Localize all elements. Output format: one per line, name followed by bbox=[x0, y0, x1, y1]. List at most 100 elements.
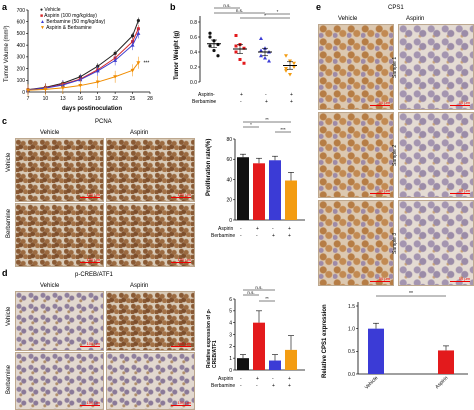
series-line-3 bbox=[27, 33, 139, 91]
y-tick-label: 1.5 bbox=[348, 304, 355, 310]
ihc-image-cps1-vehicle-sample3: 50 μm bbox=[318, 200, 394, 286]
data-point bbox=[263, 56, 267, 60]
b-sign: + bbox=[240, 92, 243, 98]
ihc-image-cps1-aspirin-sample3: 50 μm bbox=[398, 200, 474, 286]
ihc-image-pcreb-vehicle-vehicle: 100 μm bbox=[15, 291, 104, 351]
ihc-image-cps1-vehicle-sample2: 50 μm bbox=[318, 112, 394, 198]
c-sign: + bbox=[288, 233, 291, 239]
b-sign: + bbox=[290, 99, 293, 105]
significance-label: ** bbox=[265, 296, 269, 301]
e-col-vehicle: Vehicle bbox=[338, 16, 358, 22]
x-tick-label: 25 bbox=[130, 96, 136, 102]
y-tick-label: 20 bbox=[226, 198, 232, 204]
d-ylabel: Relative expression of p-CREB/ATF1 bbox=[206, 308, 218, 368]
y-tick-label: 700 bbox=[17, 8, 26, 14]
tumor-volume-chart: 0 100 200 300 400 500 600 700 7 10 13 16 19 22 25 28 **… bbox=[17, 8, 153, 102]
y-tick-label: 600 bbox=[17, 20, 26, 26]
data-point bbox=[292, 61, 296, 66]
legend-entry: ■ Aspirin (100 mg/kg/day) bbox=[40, 13, 97, 19]
c-sign: - bbox=[256, 233, 258, 239]
b-ylabel: Tumor Weight (g) bbox=[174, 30, 180, 80]
c-row-berbamine: Berbamine bbox=[6, 208, 12, 238]
bar-1 bbox=[368, 328, 384, 374]
d-row-berbamine: Berbamine bbox=[6, 364, 12, 394]
bar-1 bbox=[237, 157, 249, 220]
c-ylabel: Proliferation rate(%) bbox=[206, 138, 212, 196]
y-tick-label: 4 bbox=[229, 320, 232, 326]
d-row-berbamine-label: Berbamine bbox=[211, 383, 236, 389]
e-row-sample1: Sample 1 bbox=[392, 56, 398, 78]
bar-2 bbox=[253, 322, 265, 370]
significance-label: n.s. bbox=[236, 8, 243, 13]
c-col-aspirin: Aspirin bbox=[130, 130, 149, 136]
c-sign: + bbox=[256, 226, 259, 232]
data-point bbox=[284, 54, 288, 58]
y-tick-label: 200 bbox=[17, 66, 26, 72]
data-point bbox=[259, 48, 263, 52]
d-sign: - bbox=[240, 383, 242, 389]
y-tick-label: 80 bbox=[226, 137, 232, 143]
bar-4 bbox=[285, 180, 297, 220]
data-point bbox=[288, 73, 292, 77]
bar-3 bbox=[269, 360, 281, 370]
significance-label: n.s. bbox=[223, 3, 230, 8]
c-row-vehicle: Vehicle bbox=[6, 152, 12, 172]
data-point bbox=[113, 51, 117, 55]
c-sign: - bbox=[240, 226, 242, 232]
y-tick-label: 0 bbox=[229, 368, 232, 374]
significance-label: * bbox=[277, 9, 279, 14]
legend-a: ● Vehicle ■ Aspirin (100 mg/kg/day) ▲ Be… bbox=[40, 7, 105, 31]
d-row-aspirin-label: Aspirin bbox=[218, 376, 234, 382]
y-tick-label: 0.0 bbox=[348, 372, 355, 378]
e-ylabel: Relative CPS1 expression bbox=[322, 304, 328, 378]
x-tick-label: Aspirin bbox=[434, 375, 449, 390]
ihc-image-pcna-vehicle-aspirin: 100 μm bbox=[106, 138, 195, 202]
data-point bbox=[288, 59, 292, 63]
ihc-image-pcreb-berbamine-aspirin: 100 μm bbox=[106, 352, 195, 410]
e-col-aspirin: Aspirin bbox=[406, 16, 425, 22]
y-tick-label: 1.0 bbox=[348, 326, 355, 332]
significance-label: * bbox=[264, 13, 266, 18]
pcreb-expression-chart: 0 1 2 3 4 5 6 n.s.n.s. ** bbox=[229, 285, 305, 374]
d-sign: - bbox=[240, 376, 242, 382]
data-point bbox=[60, 86, 65, 90]
y-tick-label: 0.6 bbox=[190, 35, 197, 41]
c-sign: + bbox=[288, 226, 291, 232]
data-point bbox=[284, 69, 288, 73]
data-point bbox=[212, 48, 216, 53]
b-sign: + bbox=[265, 99, 268, 105]
data-point bbox=[136, 61, 141, 65]
b-sign: - bbox=[213, 92, 215, 98]
data-point bbox=[136, 18, 140, 23]
ihc-image-pcna-berbamine-vehicle: 100 μm bbox=[15, 203, 104, 267]
d-col-aspirin: Aspirin bbox=[130, 283, 149, 289]
x-tick-label: 16 bbox=[78, 96, 84, 102]
data-point bbox=[234, 50, 238, 54]
cps1-expression-chart: 0.0 0.5 1.0 1.5 Vehicle Aspirin ** bbox=[348, 291, 468, 391]
bar-2 bbox=[253, 163, 265, 220]
y-tick-label: 3 bbox=[229, 332, 232, 338]
data-point bbox=[78, 84, 83, 88]
x-tick-label: 13 bbox=[60, 96, 66, 102]
significance-label: n.s. bbox=[247, 290, 254, 295]
y-tick-label: 400 bbox=[17, 43, 26, 49]
data-point bbox=[216, 54, 220, 58]
b-row-aspirin: Aspirin bbox=[198, 92, 214, 98]
panel-label-a: a bbox=[2, 2, 8, 12]
a-ylabel: Tumor Volume (mm³) bbox=[4, 25, 10, 82]
e-row-sample3: Sample 3 bbox=[392, 232, 398, 254]
d-col-vehicle: Vehicle bbox=[40, 283, 60, 289]
data-point bbox=[208, 31, 212, 35]
y-tick-label: 5 bbox=[229, 309, 232, 315]
panel-label-d: d bbox=[2, 268, 8, 278]
c-row-berbamine-label: Berbamine bbox=[211, 233, 236, 239]
e-row-sample2: Sample 2 bbox=[392, 144, 398, 166]
data-point bbox=[95, 80, 100, 85]
b-sign: - bbox=[213, 99, 215, 105]
data-point bbox=[113, 75, 118, 79]
data-point bbox=[113, 58, 118, 62]
y-tick-label: 0.5 bbox=[348, 349, 355, 355]
data-point bbox=[130, 43, 135, 47]
data-point bbox=[234, 34, 238, 37]
x-tick-label: Vehicle bbox=[364, 375, 380, 391]
